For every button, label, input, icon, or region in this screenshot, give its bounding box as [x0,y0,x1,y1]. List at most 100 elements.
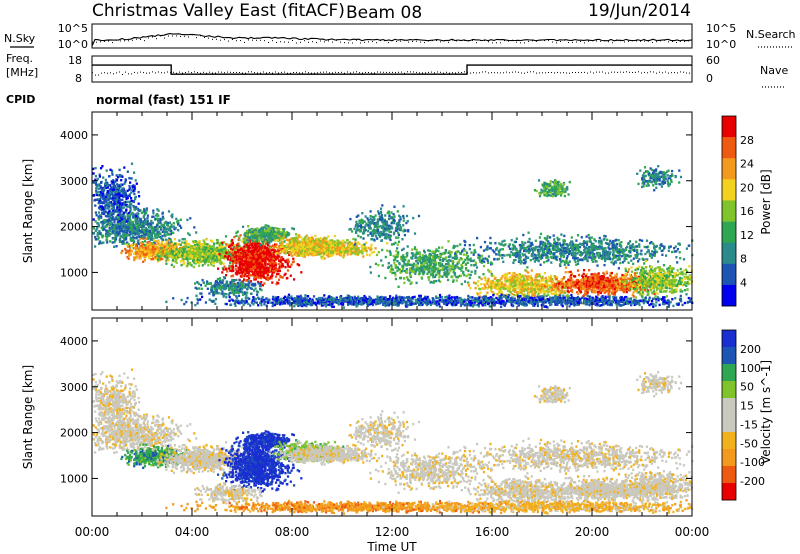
power-cell [129,225,133,228]
power-cell [282,249,285,252]
nave-point [398,71,399,73]
power-cell [114,230,117,233]
power-cell [142,225,145,228]
power-cell [141,222,144,225]
power-cell [212,251,215,255]
power-cell [97,224,100,227]
power-cell [296,263,299,266]
power-cell [126,170,129,173]
power-cell [116,202,119,206]
power-cell [202,239,205,242]
power-cell [154,250,157,253]
power-cell [198,259,201,262]
power-cell [286,269,290,272]
power-cell [237,242,240,245]
power-cell [122,192,126,195]
nave-point [443,72,444,74]
power-cell [120,208,123,211]
power-cell [142,260,145,263]
power-cell [115,200,118,204]
power-cell [254,234,257,237]
power-cell [344,241,347,244]
power-cell [161,257,164,261]
power-cell [183,256,186,259]
power-cell [144,255,147,258]
power-cell [113,201,116,204]
power-cell [233,243,237,247]
nave-point [602,71,603,73]
power-cell [258,236,261,239]
power-cell [124,224,127,227]
power-cell [279,274,282,278]
power-cell [154,256,157,259]
power-cell [149,225,152,229]
power-cell [243,241,246,244]
power-cell [114,232,117,236]
nave-point [569,72,570,74]
noise-search-point [536,40,537,42]
power-cell [241,274,244,277]
power-cell [175,250,178,253]
noise-search-point [280,41,281,43]
power-cell [127,212,130,215]
power-cell [268,242,271,245]
power-cell [178,239,181,242]
power-cell [166,245,169,248]
noise-search-label: N.Search [746,28,796,41]
nave-point [164,72,165,74]
power-cell [277,262,280,266]
noise-search-point [612,42,613,44]
power-cell [254,265,257,268]
power-cell [95,184,98,187]
power-cell [258,271,261,274]
noise-search-point [564,39,565,41]
power-cell [250,251,253,255]
power-cell [146,214,149,217]
power-cell [102,194,105,197]
noise-search-point [148,37,149,39]
power-cell [114,216,117,219]
power-cell [284,266,287,269]
power-cell [162,224,165,227]
power-cell [138,248,141,251]
power-cell [117,204,120,208]
power-cell [159,251,162,255]
power-cell [118,189,121,193]
power-cell [145,229,148,232]
power-cell [146,232,150,235]
power-cell [190,247,193,250]
power-cell [247,265,250,268]
noise-search-point [216,38,217,40]
power-cell [267,248,270,251]
power-cell [265,235,268,238]
power-cell [145,237,148,240]
power-cell [141,226,144,229]
power-cell [157,247,160,250]
power-cell [246,246,249,249]
power-cell [187,246,190,249]
nave-point [140,71,141,73]
power-cell [218,244,221,247]
power-cell [216,260,219,264]
power-cell [150,236,153,239]
noise-search-point [156,38,157,40]
power-cell [199,242,202,246]
power-cell [200,251,203,254]
power-cell [254,274,257,277]
nave-point [554,72,555,74]
noise-search-point [608,41,609,43]
power-cell [242,247,246,250]
nave-point [350,72,351,74]
power-cell [243,246,246,249]
nave-point [320,71,321,73]
nave-point [524,72,525,74]
power-cell [169,254,172,258]
power-cell [145,211,148,215]
power-cell [108,201,111,204]
noise-search-point [596,40,597,42]
power-cell [114,209,117,212]
power-cell [93,194,96,197]
power-cell [287,260,290,263]
nave-point [119,71,120,73]
power-cell [221,271,224,274]
